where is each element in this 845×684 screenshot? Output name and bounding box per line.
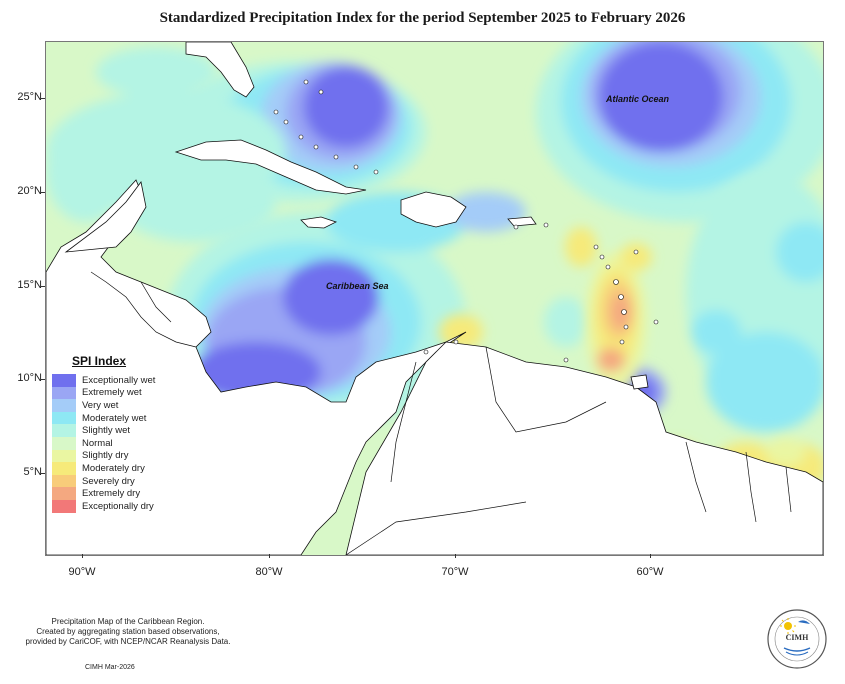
legend-label: Slightly wet — [82, 425, 131, 437]
legend-item: Exceptionally dry — [52, 499, 202, 513]
spi-legend: SPI Index Exceptionally wet Extremely wet… — [52, 354, 202, 513]
gulf-wet-patches — [46, 47, 286, 242]
legend-item: Moderately wet — [52, 411, 202, 425]
atlantic-ocean-label: Atlantic Ocean — [606, 94, 670, 104]
lat-label-15n: 15°N — [17, 279, 42, 291]
legend-swatch — [52, 449, 76, 463]
map-canvas — [46, 42, 823, 555]
legend-items: Exceptionally wet Extremely wet Very wet Mo… — [52, 374, 202, 513]
legend-swatch — [52, 424, 76, 437]
lon-tick — [82, 554, 83, 558]
footer-date: CIMH Mar-2026 — [85, 664, 135, 671]
lat-label-25n: 25°N — [17, 91, 42, 103]
lat-label-10n: 10°N — [17, 372, 42, 384]
caribbean-sea-label: Caribbean Sea — [326, 281, 389, 291]
legend-item: Severely dry — [52, 474, 202, 488]
legend-swatch — [52, 374, 76, 387]
small-islands — [273, 79, 659, 363]
legend-label: Moderately wet — [82, 412, 147, 424]
legend-swatch — [52, 436, 76, 450]
legend-label: Extremely wet — [82, 387, 142, 399]
lat-tick — [41, 192, 45, 193]
lon-tick — [455, 554, 456, 558]
land-masses — [46, 42, 823, 555]
legend-item: Slightly dry — [52, 449, 202, 463]
country-borders — [90, 271, 792, 555]
footer-line-3: provided by CariCOF, with NCEP/NCAR Rean… — [25, 637, 231, 646]
puerto-rico-land — [507, 216, 537, 227]
legend-label: Very wet — [82, 399, 119, 411]
lon-tick — [269, 554, 270, 558]
lat-label-20n: 20°N — [17, 185, 42, 197]
legend-item: Very wet — [52, 399, 202, 412]
lon-label-70w: 70°W — [441, 566, 469, 578]
legend-swatch — [52, 474, 76, 488]
lon-label-80w: 80°W — [255, 566, 283, 578]
legend-title: SPI Index — [72, 354, 127, 368]
legend-item: Moderately dry — [52, 462, 202, 475]
legend-label: Extremely dry — [82, 488, 141, 500]
legend-swatch — [52, 399, 76, 412]
lat-tick — [41, 286, 45, 287]
lat-label-5n: 5°N — [23, 466, 42, 478]
precipitation-map — [45, 41, 824, 556]
legend-swatch — [52, 411, 76, 425]
trinidad-land — [630, 374, 649, 390]
footer-line-2: Created by aggregating station based obs… — [36, 627, 220, 636]
logo-abbreviation: CIMH — [785, 633, 809, 642]
legend-label: Exceptionally wet — [82, 374, 156, 386]
footer-line-1: Precipitation Map of the Caribbean Regio… — [51, 617, 205, 626]
florida-land — [185, 42, 255, 98]
legend-swatch — [52, 462, 76, 475]
legend-label: Slightly dry — [82, 450, 129, 462]
legend-swatch — [52, 487, 76, 500]
map-title: Standardized Precipitation Index for the… — [159, 10, 686, 26]
lon-label-60w: 60°W — [636, 566, 664, 578]
footer-credits: Precipitation Map of the Caribbean Regio… — [8, 617, 248, 647]
legend-item: Normal — [52, 436, 202, 450]
legend-item: Extremely wet — [52, 386, 202, 400]
legend-label: Exceptionally dry — [82, 500, 154, 512]
legend-swatch — [52, 386, 76, 400]
legend-label: Normal — [82, 437, 113, 449]
lon-tick — [650, 554, 651, 558]
lat-tick — [41, 473, 45, 474]
legend-swatch — [52, 499, 76, 513]
cimh-logo: CIMH — [766, 608, 828, 670]
jamaica-land — [300, 216, 338, 229]
lon-label-90w: 90°W — [68, 566, 96, 578]
cuba-land — [174, 139, 367, 195]
yucatan-land — [64, 181, 147, 253]
legend-item: Extremely dry — [52, 487, 202, 500]
legend-label: Moderately dry — [82, 462, 145, 474]
hispaniola-land — [400, 191, 467, 228]
lat-tick — [41, 379, 45, 380]
legend-item: Exceptionally wet — [52, 374, 202, 387]
legend-item: Slightly wet — [52, 424, 202, 437]
lat-tick — [41, 98, 45, 99]
sun-logo-icon — [767, 609, 827, 669]
legend-label: Severely dry — [82, 475, 135, 487]
